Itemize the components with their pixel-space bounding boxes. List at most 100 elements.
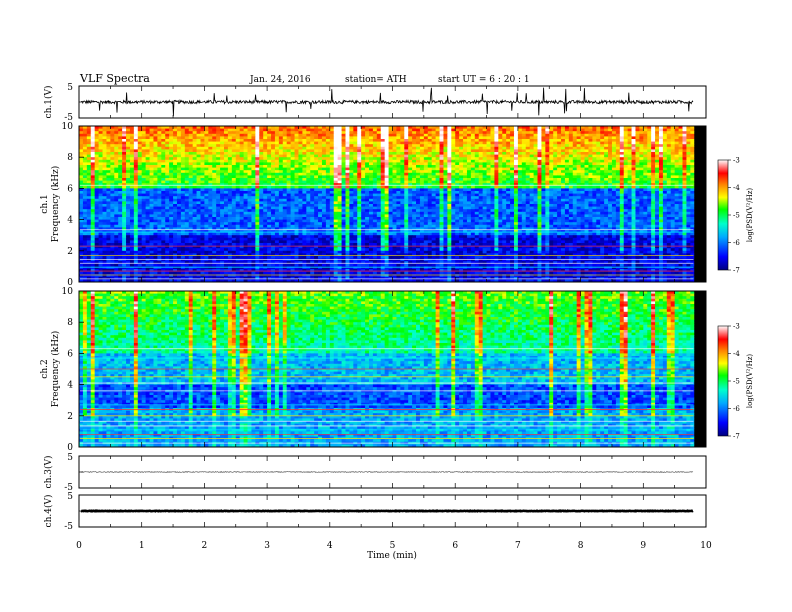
spectrogram-cell (325, 152, 331, 156)
spectrogram-cell (145, 133, 151, 137)
spectrogram-cell (180, 172, 186, 176)
spectrogram-cell (470, 191, 476, 195)
spectrogram-cell (380, 128, 386, 132)
spectrogram-cell (157, 157, 162, 161)
spectrogram-cell (255, 152, 260, 156)
spectrogram-cell (506, 175, 511, 179)
spectrogram-cell (690, 131, 695, 135)
spectrogram-cell (380, 172, 386, 176)
spectrogram-cell (474, 126, 480, 130)
spectrogram-cell (662, 141, 668, 145)
spectrogram-cell (541, 175, 546, 179)
spectrogram-cell (337, 201, 343, 205)
spectrogram-cell (306, 126, 311, 130)
spectrogram-cell (541, 170, 546, 174)
spectrogram-cell (149, 139, 154, 143)
spectrogram-cell (655, 183, 660, 187)
spectrogram-cell (184, 128, 190, 132)
spectrogram-cell (529, 165, 535, 169)
spectrogram-cell (220, 157, 225, 161)
spectrogram-cell (98, 201, 104, 205)
spectrogram-cell (447, 126, 452, 130)
spectrogram-cell (682, 201, 687, 205)
spectrogram-cell (376, 152, 382, 156)
spectrogram-cell (357, 152, 362, 156)
spectrogram-cell (361, 183, 366, 187)
spectrogram-cell (427, 188, 433, 192)
spectrogram-cell (651, 154, 656, 158)
spectrogram-cell (337, 139, 343, 143)
spectrogram-cell (86, 149, 92, 153)
spectrogram-cell (282, 154, 288, 158)
spectrogram-cell (517, 136, 523, 140)
spectrogram-cell (220, 180, 225, 184)
spectrogram-cell (651, 198, 656, 202)
spectrogram-cell (541, 204, 546, 208)
spectrogram-cell (274, 172, 280, 176)
spectrogram-cell (474, 141, 480, 145)
spectrogram-cell (380, 154, 386, 158)
spectrogram-cell (655, 144, 660, 148)
spectrogram-cell (247, 159, 252, 163)
spectrogram-cell (553, 128, 558, 132)
spectrogram-cell (306, 139, 311, 143)
spectrogram-cell (439, 191, 444, 195)
spectrogram-cell (647, 191, 652, 195)
spectrogram-cell (463, 180, 468, 184)
spectrogram-cell (318, 159, 323, 163)
spectrogram-cell (204, 185, 209, 189)
spectrogram-cell (298, 193, 303, 197)
spectrogram-cell (223, 159, 229, 163)
spectrogram-cell (94, 170, 100, 174)
spectrogram-cell (376, 178, 382, 182)
spectrogram-cell (478, 131, 484, 135)
spectrogram-cell (145, 196, 151, 200)
spectrogram-cell (208, 126, 213, 130)
spectrogram-cell (564, 139, 570, 143)
spectrogram-cell (439, 136, 444, 140)
spectrogram-cell (674, 196, 680, 200)
spectrogram-cell (537, 201, 542, 205)
spectrogram-cell (325, 159, 331, 163)
spectrogram-cell (576, 188, 582, 192)
spectrogram-cell (321, 204, 327, 208)
spectrogram-cell (416, 131, 421, 135)
spectrogram-cell (584, 159, 589, 163)
spectrogram-cell (153, 144, 158, 148)
spectrogram-cell (255, 196, 260, 200)
spectrogram-cell (392, 183, 397, 187)
spectrogram-cell (400, 193, 405, 197)
spectrogram-cell (271, 141, 276, 145)
spectrogram-cell (372, 201, 378, 205)
spectrogram-cell (627, 196, 633, 200)
spectrogram-cell (318, 146, 323, 150)
spectrogram-cell (102, 167, 107, 171)
spectrogram-cell (333, 136, 339, 140)
spectrogram-cell (521, 144, 527, 148)
spectrogram-cell (365, 128, 370, 132)
spectrogram-cell (149, 191, 154, 195)
spectrogram-cell (196, 191, 201, 195)
spectrogram-cell (129, 170, 135, 174)
spectrogram-cell (510, 196, 515, 200)
spectrogram-cell (365, 157, 370, 161)
spectrogram-cell (513, 170, 519, 174)
spectrogram-cell (110, 178, 115, 182)
spectrogram-cell (682, 191, 687, 195)
spectrogram-cell (118, 170, 123, 174)
spectrogram-cell (220, 154, 225, 158)
spectrogram-cell (90, 152, 96, 156)
spectrogram-cell (368, 178, 374, 182)
spectrogram-cell (137, 204, 143, 208)
spectrogram-cell (666, 146, 672, 150)
spectrogram-cell (94, 139, 100, 143)
spectrogram-cell (588, 146, 593, 150)
spectrogram-cell (690, 144, 695, 148)
spectrogram-cell (678, 175, 683, 179)
spectrogram-cell (553, 183, 558, 187)
spectrogram-cell (404, 141, 409, 145)
spectrogram-cell (274, 196, 280, 200)
spectrogram-cell (537, 133, 542, 137)
spectrogram-cell (690, 180, 695, 184)
spectrogram-cell (106, 201, 111, 205)
